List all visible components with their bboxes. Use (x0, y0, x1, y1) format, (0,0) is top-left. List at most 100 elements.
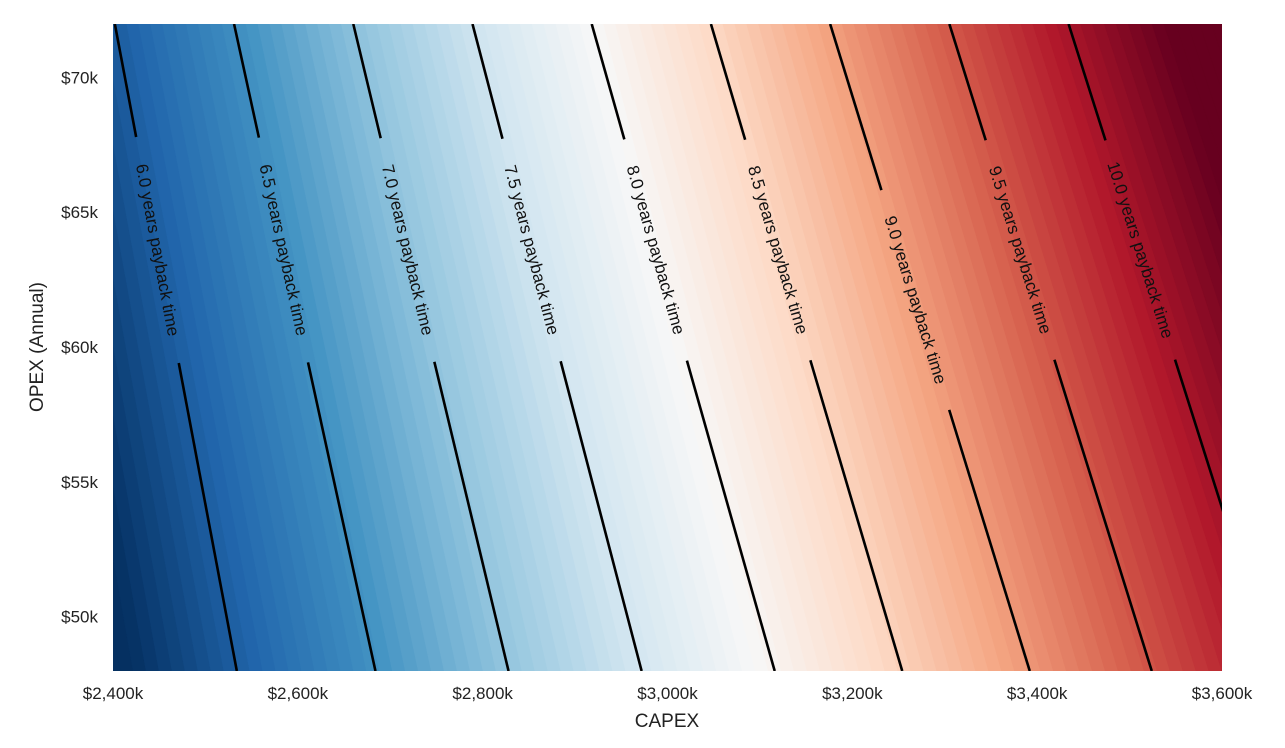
y-tick-label: $70k (61, 68, 98, 87)
heatmap-band (1044, 24, 1222, 590)
heatmap-band (579, 24, 756, 671)
heatmap-band (472, 24, 639, 671)
heatmap-band (710, 24, 899, 671)
heatmap-band (1056, 24, 1222, 550)
heatmap-band (531, 24, 704, 671)
heatmap-band (496, 24, 665, 671)
heatmap-band (615, 24, 795, 671)
heatmap-band (281, 24, 432, 671)
heatmap-band (1211, 24, 1222, 56)
contour-line-8 (590, 24, 626, 140)
heatmap-band (364, 24, 523, 671)
heatmap-band (150, 24, 289, 671)
contour-lines (113, 24, 1222, 671)
heatmap-band (245, 24, 393, 671)
heatmap-band (698, 24, 886, 671)
heatmap-band (1020, 24, 1222, 671)
heatmap-band (269, 24, 419, 671)
heatmap-band (400, 24, 562, 671)
heatmap-band (1235, 24, 1285, 671)
heatmap-band (972, 24, 1184, 671)
heatmap-band (651, 24, 834, 671)
heatmap-band (805, 24, 1002, 671)
heatmap-band (960, 24, 1171, 671)
heatmap-band (209, 24, 354, 671)
heatmap-band (662, 24, 847, 671)
heatmap-band (1104, 24, 1222, 391)
heatmap-band (1127, 24, 1222, 314)
heatmap-band (174, 24, 315, 671)
x-tick-label: $3,400k (1007, 684, 1068, 703)
x-tick-label: $2,800k (452, 684, 513, 703)
heatmap-band (889, 24, 1093, 671)
y-axis-title: OPEX (Annual) (27, 282, 48, 412)
contour-line-9 (947, 409, 1032, 671)
heatmap-band (388, 24, 549, 671)
heatmap-band (424, 24, 588, 671)
contour-line-7.5 (559, 360, 643, 671)
y-tick-label: $55k (61, 473, 98, 492)
y-tick-label: $65k (61, 203, 98, 222)
heatmap-band (1151, 24, 1222, 239)
heatmap-band (1092, 24, 1222, 430)
heatmap-band (758, 24, 951, 671)
heatmap-band (186, 24, 328, 671)
heatmap-band (841, 24, 1041, 671)
heatmap-band (865, 24, 1067, 671)
heatmap-band (1247, 24, 1285, 671)
heatmap-band (1163, 24, 1222, 201)
heatmap-band (1224, 24, 1285, 671)
heatmap-band (305, 24, 458, 671)
contour-line-10 (1173, 359, 1222, 513)
heatmap-band (162, 24, 302, 671)
heatmap-band (126, 24, 264, 671)
heatmap-band (567, 24, 743, 671)
contour-line-7.5 (471, 24, 504, 140)
heatmap-band (925, 24, 1132, 671)
heatmap-band (1199, 24, 1222, 92)
heatmap-band (138, 24, 277, 671)
heatmap-band (722, 24, 912, 671)
heatmap-band (817, 24, 1015, 671)
heatmap-band (794, 24, 989, 671)
y-tick-label: $60k (61, 338, 98, 357)
contour-line-7 (433, 361, 510, 671)
heatmap-band (519, 24, 691, 671)
heatmap-band (746, 24, 938, 671)
contour-line-6 (113, 24, 138, 138)
x-tick-label: $3,200k (822, 684, 883, 703)
x-tick-label: $3,000k (637, 684, 698, 703)
heatmap-band (1032, 24, 1222, 631)
heatmap-band (770, 24, 963, 671)
heatmap-band (627, 24, 808, 671)
contour-line-7 (352, 24, 382, 139)
y-tick-label: $50k (61, 608, 98, 627)
heatmap-band (937, 24, 1145, 671)
x-tick-label: $3,600k (1192, 684, 1253, 703)
heatmap-band (949, 24, 1158, 671)
heatmap-band (782, 24, 976, 671)
heatmap-band (686, 24, 873, 671)
heatmap-band (1115, 24, 1222, 352)
contour-line-8.5 (709, 24, 747, 141)
contour-line-6.5 (232, 24, 261, 138)
heatmap-band (853, 24, 1054, 671)
contour-line-6 (177, 362, 239, 671)
heatmap-band (1175, 24, 1222, 165)
contour-line-9 (828, 24, 883, 191)
heatmap-band (639, 24, 821, 671)
heatmap-band (317, 24, 471, 671)
heatmap-band (913, 24, 1119, 671)
contour-line-10 (1067, 24, 1107, 141)
heatmap-band (901, 24, 1106, 671)
heatmap-band (555, 24, 730, 671)
heatmap-band (436, 24, 601, 671)
contour-line-9.5 (1053, 359, 1154, 671)
heatmap-band (603, 24, 782, 671)
heatmap-band (197, 24, 341, 671)
heatmap-band (257, 24, 406, 671)
heatmap-band (877, 24, 1080, 671)
heatmap-band (734, 24, 925, 671)
heatmap-fill (113, 24, 1285, 671)
heatmap-band (996, 24, 1210, 671)
